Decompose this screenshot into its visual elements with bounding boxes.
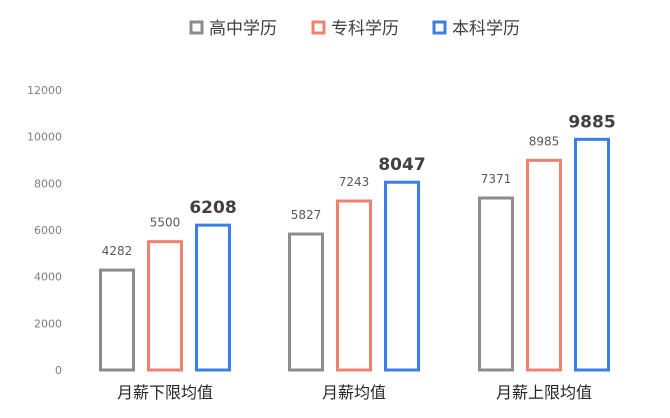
x-category-label-1: 月薪均值 [322,383,386,402]
bar-1-1 [336,199,372,372]
data-label-2-2: 9885 [568,112,615,132]
bar-1-2 [384,180,420,372]
data-label-0-0: 4282 [102,244,133,258]
bar-2-0 [478,196,514,372]
bar-2-2 [574,137,610,372]
x-axis: 月薪下限均值 月薪均值 月薪上限均值 [117,383,592,402]
bar-2-1 [526,158,562,372]
y-tick-label-6: 12000 [27,84,62,97]
bars: 4282 5500 6208 5827 7243 8047 7371 8985 9885 [99,112,616,372]
data-label-0-2: 6208 [189,198,236,218]
legend-swatch-2 [432,20,447,35]
x-category-label-2: 月薪上限均值 [496,383,592,402]
y-axis: 0 2000 4000 6000 8000 10000 12000 [27,84,62,377]
legend-swatch-1 [311,20,326,35]
data-label-2-1: 8985 [529,134,560,148]
data-label-1-1: 7243 [339,175,370,189]
legend-swatch-0 [189,20,204,35]
bar-0-2 [195,223,231,372]
data-label-2-0: 7371 [481,172,512,186]
legend-label-2: 本科学历 [452,19,520,39]
data-label-0-1: 5500 [150,216,181,230]
legend-label-0: 高中学历 [209,19,277,39]
y-tick-label-2: 4000 [34,271,62,284]
bar-0-1 [147,240,183,372]
y-tick-label-3: 6000 [34,224,62,237]
y-tick-label-1: 2000 [34,317,62,330]
legend: 高中学历 专科学历 本科学历 [189,19,520,39]
data-label-1-0: 5827 [291,208,322,222]
data-label-1-2: 8047 [378,155,425,175]
bar-0-0 [99,268,135,372]
bar-1-0 [288,232,324,372]
x-category-label-0: 月薪下限均值 [117,383,213,402]
y-tick-label-4: 8000 [34,177,62,190]
y-tick-label-0: 0 [55,364,62,377]
y-tick-label-5: 10000 [27,131,62,144]
legend-label-1: 专科学历 [331,19,399,39]
